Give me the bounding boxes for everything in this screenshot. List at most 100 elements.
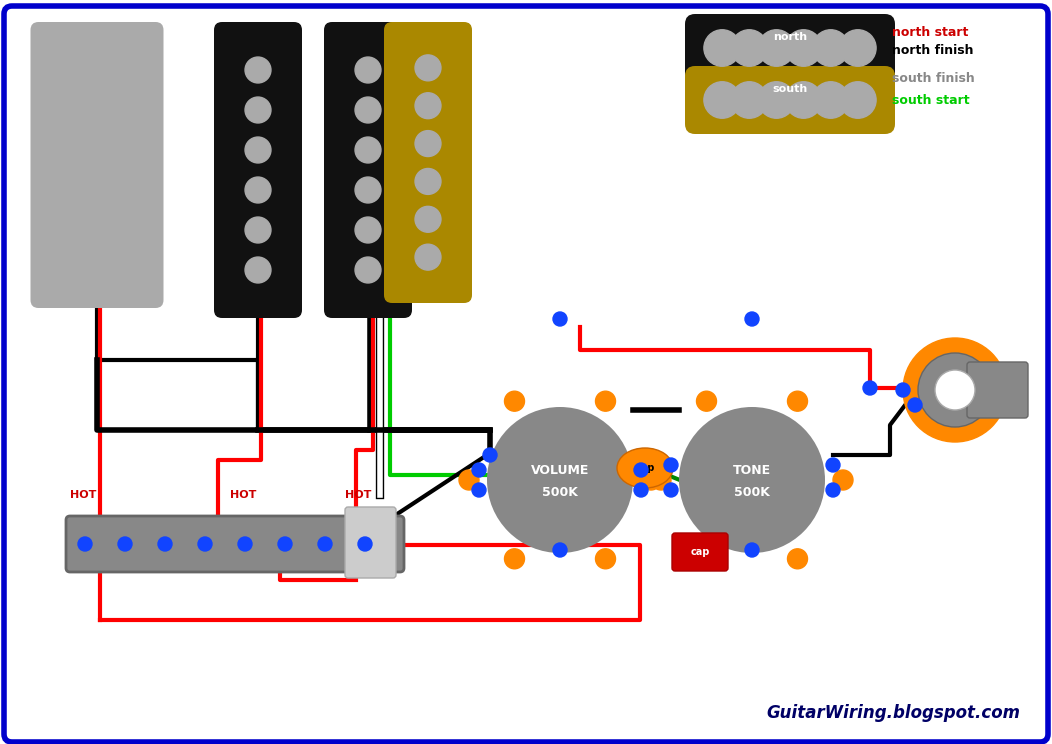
Circle shape (472, 483, 486, 497)
Circle shape (416, 244, 441, 270)
Circle shape (896, 383, 910, 397)
Text: south: south (772, 84, 808, 94)
FancyBboxPatch shape (967, 362, 1028, 418)
Circle shape (487, 407, 633, 553)
Circle shape (812, 82, 849, 118)
Circle shape (704, 82, 741, 118)
Circle shape (595, 391, 615, 411)
Circle shape (355, 57, 381, 83)
Text: cap: cap (690, 547, 710, 557)
Circle shape (158, 537, 171, 551)
Circle shape (238, 537, 252, 551)
Text: HOT: HOT (229, 490, 257, 500)
FancyBboxPatch shape (324, 22, 412, 318)
Circle shape (355, 217, 381, 243)
Circle shape (758, 30, 794, 66)
Circle shape (416, 93, 441, 119)
Text: VOLUME: VOLUME (531, 464, 589, 476)
Circle shape (812, 30, 849, 66)
Circle shape (355, 177, 381, 203)
Text: north start: north start (892, 25, 969, 39)
FancyBboxPatch shape (685, 66, 895, 134)
Circle shape (416, 168, 441, 194)
Text: south start: south start (892, 94, 970, 106)
Circle shape (78, 537, 92, 551)
FancyBboxPatch shape (214, 22, 302, 318)
Circle shape (483, 448, 497, 462)
Circle shape (118, 537, 132, 551)
Circle shape (696, 549, 716, 569)
Circle shape (355, 137, 381, 163)
Circle shape (76, 86, 118, 128)
FancyBboxPatch shape (685, 14, 895, 82)
Circle shape (786, 82, 822, 118)
Circle shape (245, 97, 271, 123)
Circle shape (76, 48, 118, 89)
Text: north finish: north finish (892, 43, 973, 57)
Circle shape (788, 549, 808, 569)
Circle shape (634, 463, 648, 477)
Circle shape (76, 240, 118, 283)
Circle shape (731, 30, 768, 66)
FancyBboxPatch shape (384, 22, 472, 303)
Text: GuitarWiring.blogspot.com: GuitarWiring.blogspot.com (766, 704, 1020, 722)
Circle shape (839, 30, 876, 66)
Circle shape (664, 458, 677, 472)
FancyBboxPatch shape (31, 22, 163, 308)
Circle shape (355, 257, 381, 283)
Circle shape (745, 312, 758, 326)
Circle shape (505, 549, 525, 569)
Circle shape (76, 163, 118, 205)
Circle shape (505, 391, 525, 411)
Circle shape (198, 537, 213, 551)
Circle shape (863, 381, 877, 395)
Circle shape (641, 470, 661, 490)
Circle shape (553, 312, 567, 326)
Circle shape (634, 483, 648, 497)
Circle shape (76, 202, 118, 244)
Circle shape (416, 206, 441, 232)
Circle shape (745, 543, 758, 557)
Text: HOT: HOT (69, 490, 96, 500)
Circle shape (664, 483, 677, 497)
Circle shape (459, 470, 479, 490)
Text: south finish: south finish (892, 71, 975, 85)
Circle shape (355, 97, 381, 123)
Text: cap: cap (635, 463, 654, 473)
Circle shape (595, 549, 615, 569)
Text: HOT: HOT (345, 490, 371, 500)
Text: north: north (773, 32, 807, 42)
Circle shape (278, 537, 292, 551)
Ellipse shape (618, 448, 673, 488)
Text: 500K: 500K (542, 487, 578, 499)
FancyBboxPatch shape (672, 533, 728, 571)
Circle shape (908, 398, 922, 412)
Circle shape (553, 543, 567, 557)
Text: TONE: TONE (733, 464, 771, 476)
Circle shape (245, 217, 271, 243)
Circle shape (758, 82, 794, 118)
Circle shape (788, 391, 808, 411)
Circle shape (903, 338, 1007, 442)
Circle shape (245, 257, 271, 283)
Circle shape (696, 391, 716, 411)
Circle shape (704, 30, 741, 66)
Circle shape (245, 137, 271, 163)
Circle shape (416, 55, 441, 81)
Circle shape (935, 370, 975, 410)
FancyBboxPatch shape (66, 516, 404, 572)
Circle shape (833, 470, 853, 490)
Circle shape (839, 82, 876, 118)
Circle shape (651, 470, 671, 490)
Text: 500K: 500K (734, 487, 770, 499)
Circle shape (731, 82, 768, 118)
Circle shape (245, 177, 271, 203)
Circle shape (76, 125, 118, 167)
Circle shape (679, 407, 825, 553)
Circle shape (826, 483, 839, 497)
Circle shape (472, 463, 486, 477)
Circle shape (245, 57, 271, 83)
Circle shape (918, 353, 992, 427)
Circle shape (318, 537, 332, 551)
Circle shape (416, 131, 441, 156)
